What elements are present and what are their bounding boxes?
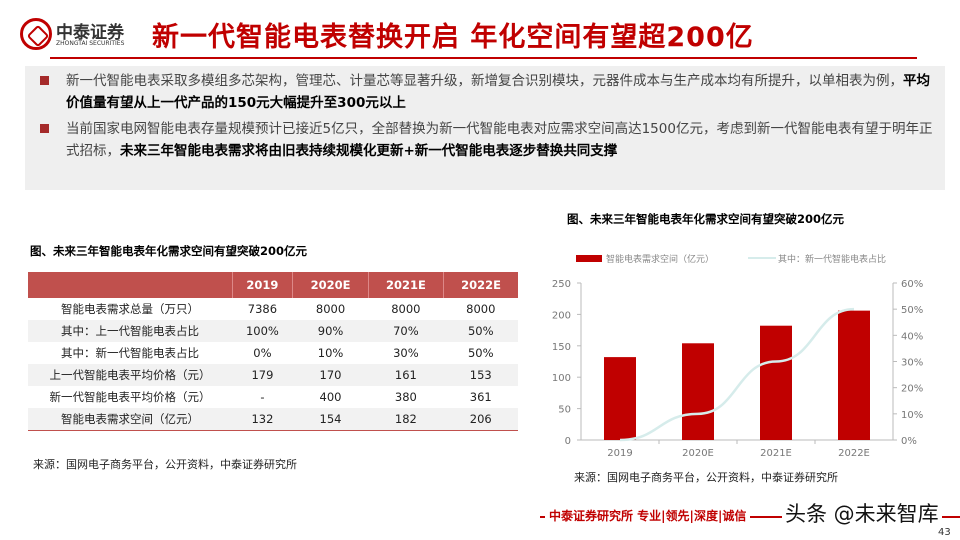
table-cell: 400 [319,390,342,404]
bullet-icon [40,76,49,85]
right-tick-label: 50% [901,305,923,316]
watermark: 头条 @未来智库 [782,502,942,526]
header-cell: 2020E [292,272,369,298]
chart-title: 图、未来三年智能电表年化需求空间有望突破200亿元 [567,212,845,226]
right-tick-label: 40% [901,331,923,342]
table-cell: 0% [253,346,272,360]
legend-bar-label: 智能电表需求空间（亿元） [606,253,714,265]
row-label: 上一代智能电表平均价格（元） [28,364,232,386]
bar [838,310,870,440]
bullet-icon [40,124,49,133]
table-cell: 153 [443,364,518,386]
legend-line-label: 其中：新一代智能电表占比 [778,253,886,265]
table-cell: 132 [232,408,293,430]
combo-chart: 智能电表需求空间（亿元） 其中：新一代智能电表占比 0 50 100 150 200 250 0… [552,253,923,459]
table-cell: 170 [292,364,369,386]
bullet-text-1: 新一代智能电表采取多模组多芯架构，管理芯、计量芯等显著升级，新增复合识别模块，元… [66,73,930,111]
x-tick-label: 2019 [607,448,632,459]
table-cell: 8000 [391,302,421,316]
table-row: 其中：新一代智能电表占比 0% 10% 30% 50% [28,342,518,364]
table-cell: 90% [292,320,369,342]
row-label: 其中：上一代智能电表占比 [28,320,232,342]
left-tick-label: 50 [558,405,571,416]
logo-text: 中泰证券 [56,23,124,43]
share-line [619,307,855,442]
chart-source: 来源：国网电子商务平台，公开资料，中泰证券研究所 [574,471,838,484]
table-cell: 8000 [466,302,496,316]
row-label: 智能电表需求总量（万只） [61,302,199,316]
left-tick-label: 200 [552,310,571,321]
header-cell: 2019 [231,272,293,298]
table-row: 智能电表需求总量（万只） 7386 8000 8000 8000 [28,298,518,320]
table-cell: 70% [368,320,444,342]
header-cell [28,272,232,298]
row-label: 其中：新一代智能电表占比 [61,346,199,360]
table-cell: 8000 [315,302,346,316]
bar [760,325,792,440]
table-cell: 50% [467,346,494,360]
company-logo: 中泰证券 ZHONGTAI SECURITIES [20,16,150,54]
footer-slogan: 中泰证券研究所 专业|领先|深度|诚信 [545,507,751,524]
right-tick-label: 60% [901,279,923,290]
right-tick-label: 30% [901,358,923,369]
x-tick-label: 2021E [760,448,792,459]
slide-title: 新一代智能电表替换开启 年化空间有望超200亿 [152,22,754,53]
row-label: 智能电表需求空间（亿元） [28,408,232,430]
page-number: 43 [938,527,951,538]
table-cell: 179 [232,364,293,386]
data-table: 2019 2020E 2021E 2022E 智能电表需求总量（万只） 7386 8… [28,272,518,431]
header-cell: 2021E [367,272,444,298]
table-cell: 361 [469,390,492,404]
right-tick-label: 20% [901,384,923,395]
legend-bar-swatch [576,255,602,262]
logo-subtext: ZHONGTAI SECURITIES [56,40,125,47]
table-cell: 50% [443,320,518,342]
x-tick-label: 2020E [682,448,714,459]
table-cell: - [260,390,265,404]
right-tick-label: 10% [901,410,923,421]
left-tick-label: 150 [552,342,571,353]
summary-box: 新一代智能电表采取多模组多芯架构，管理芯、计量芯等显著升级，新增复合识别模块，元… [25,66,945,190]
title-divider [50,57,917,59]
left-tick-label: 100 [552,373,571,384]
bar [682,343,714,440]
left-tick-label: 250 [552,279,571,290]
table-cell: 206 [443,408,518,430]
table-cell: 380 [394,390,417,404]
logo-emblem-icon [20,18,52,50]
table-row: 新一代智能电表平均价格（元） - 400 380 361 [28,386,518,408]
table-cell: 182 [368,408,444,430]
x-tick-label: 2022E [838,448,870,459]
table-row: 其中：上一代智能电表占比 100% 90% 70% 50% [28,320,518,342]
bullet-text-2: 当前国家电网智能电表存量规模预计已接近5亿只，全部替换为新一代智能电表对应需求空… [66,121,933,159]
table-cell: 161 [368,364,444,386]
left-tick-label: 0 [565,436,571,447]
table-caption: 图、未来三年智能电表年化需求空间有望突破200亿元 [30,244,308,258]
table-cell: 30% [393,346,419,360]
header-cell: 2022E [443,272,518,298]
table-cell: 154 [292,408,369,430]
table-cell: 100% [232,320,293,342]
row-label: 新一代智能电表平均价格（元） [49,390,211,404]
table-source: 来源：国网电子商务平台，公开资料，中泰证券研究所 [33,458,297,471]
table-row: 上一代智能电表平均价格（元） 179 170 161 153 [28,364,518,386]
table-cell: 10% [317,346,344,360]
bar [604,357,636,440]
table-row: 智能电表需求空间（亿元） 132 154 182 206 [28,408,518,430]
right-tick-label: 0% [901,436,917,447]
table-cell: 7386 [247,302,278,316]
table-header-row: 2019 2020E 2021E 2022E [28,272,518,298]
